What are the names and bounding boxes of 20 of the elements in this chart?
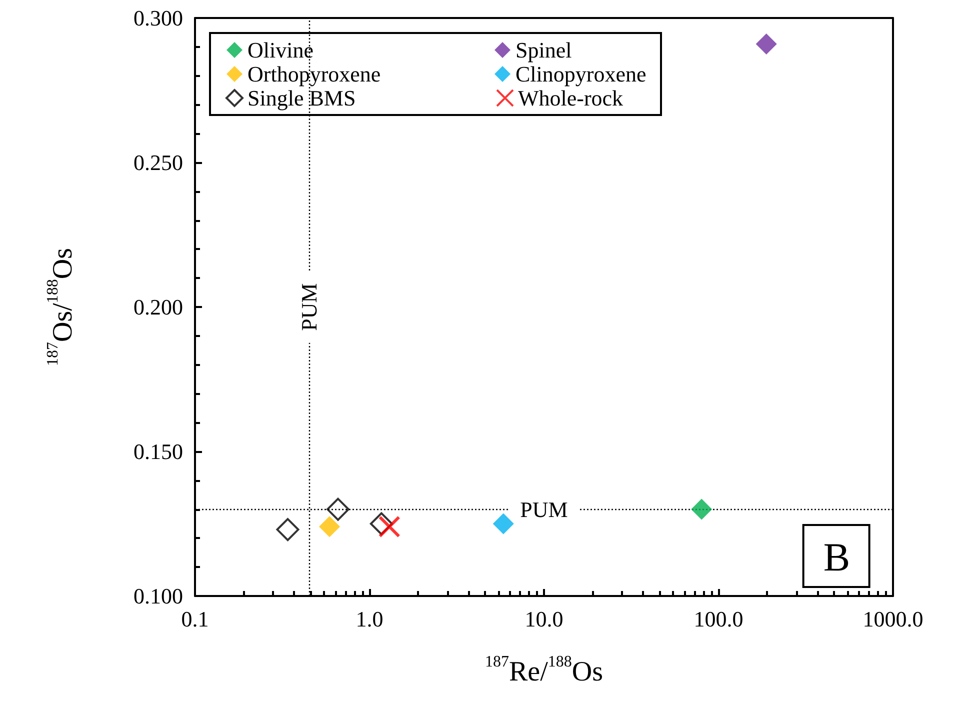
- y-tick-label: 0.150: [134, 439, 183, 464]
- legend-label: Whole-rock: [518, 86, 624, 110]
- legend-label: Orthopyroxene: [248, 62, 381, 86]
- y-tick-label: 0.300: [134, 6, 183, 30]
- legend-label: Single BMS: [248, 86, 356, 110]
- legend-label: Clinopyroxene: [516, 62, 646, 86]
- x-tick-label: 10.0: [524, 606, 564, 632]
- x-tick-label: 1000.0: [862, 606, 924, 632]
- ref-line-label: PUM: [296, 283, 322, 331]
- x-tick-label: 1.0: [356, 606, 384, 632]
- y-axis-title: 187Os/188Os: [44, 248, 78, 366]
- annotation: B: [823, 534, 850, 580]
- y-tick-label: 0.250: [134, 150, 183, 175]
- y-tick-label: 0.100: [134, 584, 183, 608]
- ref-line-label: PUM: [520, 496, 568, 522]
- y-tick-label: 0.200: [134, 294, 183, 320]
- x-tick-label: 100.0: [694, 606, 744, 632]
- x-tick-label: 0.1: [181, 606, 209, 632]
- legend-label: Spinel: [516, 38, 572, 62]
- legend-label: Olivine: [248, 38, 314, 62]
